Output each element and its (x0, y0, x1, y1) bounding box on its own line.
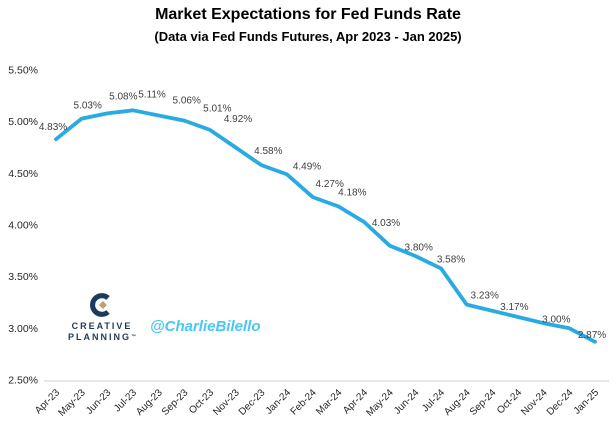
data-label: 3.58% (437, 254, 465, 265)
data-label: 4.18% (338, 187, 366, 198)
data-label: 3.00% (542, 314, 570, 325)
creative-planning-logo: CREATIVE PLANNING™ (60, 291, 144, 343)
y-tick-label: 4.50% (8, 168, 38, 180)
x-tick-label: May-23 (56, 387, 88, 419)
data-label: 5.03% (73, 101, 101, 112)
chart-title: Market Expectations for Fed Funds Rate (155, 6, 461, 23)
x-tick-label: May-24 (364, 387, 396, 419)
data-label: 4.49% (293, 161, 321, 172)
data-label: 3.23% (470, 291, 498, 302)
x-tick-label: Jan-25 (572, 387, 602, 417)
x-tick-label: Jun-24 (392, 387, 422, 417)
data-label: 5.01% (203, 104, 231, 115)
x-tick-label: Feb-24 (289, 387, 319, 417)
data-label: 4.92% (224, 114, 252, 125)
x-tick-label: Aug-24 (442, 387, 473, 418)
x-tick-label: Sep-24 (468, 387, 499, 418)
y-tick-label: 2.50% (8, 375, 38, 387)
data-label: 3.17% (500, 302, 528, 313)
data-label: 4.58% (254, 146, 282, 157)
logo-text-creative: CREATIVE (71, 321, 133, 331)
data-label: 3.80% (404, 243, 432, 254)
x-tick-label: Jan-24 (264, 387, 294, 417)
x-tick-label: Sep-23 (160, 387, 191, 418)
data-label: 5.08% (109, 91, 137, 102)
chart-subtitle: (Data via Fed Funds Futures, Apr 2023 - … (154, 29, 462, 44)
y-tick-label: 4.00% (8, 220, 38, 232)
x-tick-label: Mar-24 (314, 387, 344, 417)
logo-text-planning: PLANNING™ (68, 332, 136, 342)
data-label: 2.87% (578, 330, 606, 341)
data-label: 5.11% (138, 89, 166, 100)
data-label: 4.27% (315, 179, 343, 190)
x-tick-label: Dec-24 (545, 387, 576, 418)
creative-planning-c-icon (90, 293, 110, 317)
x-tick-label: Nov-24 (519, 387, 550, 418)
y-tick-label: 5.50% (8, 65, 38, 77)
x-tick-label: Nov-23 (211, 387, 242, 418)
x-tick-label: Aug-23 (134, 387, 165, 418)
data-label: 4.03% (372, 218, 400, 229)
data-label: 4.83% (39, 122, 67, 133)
x-tick-label: Jun-23 (84, 387, 114, 417)
data-label: 5.06% (172, 95, 200, 106)
y-tick-label: 5.00% (8, 116, 38, 128)
y-tick-label: 3.00% (8, 323, 38, 335)
trademark-mark: ™ (131, 334, 136, 340)
x-tick-label: Dec-23 (237, 387, 268, 418)
fed-rate-line (54, 108, 597, 344)
watermark-handle: @CharlieBilello (150, 318, 261, 335)
y-tick-label: 3.50% (8, 271, 38, 283)
